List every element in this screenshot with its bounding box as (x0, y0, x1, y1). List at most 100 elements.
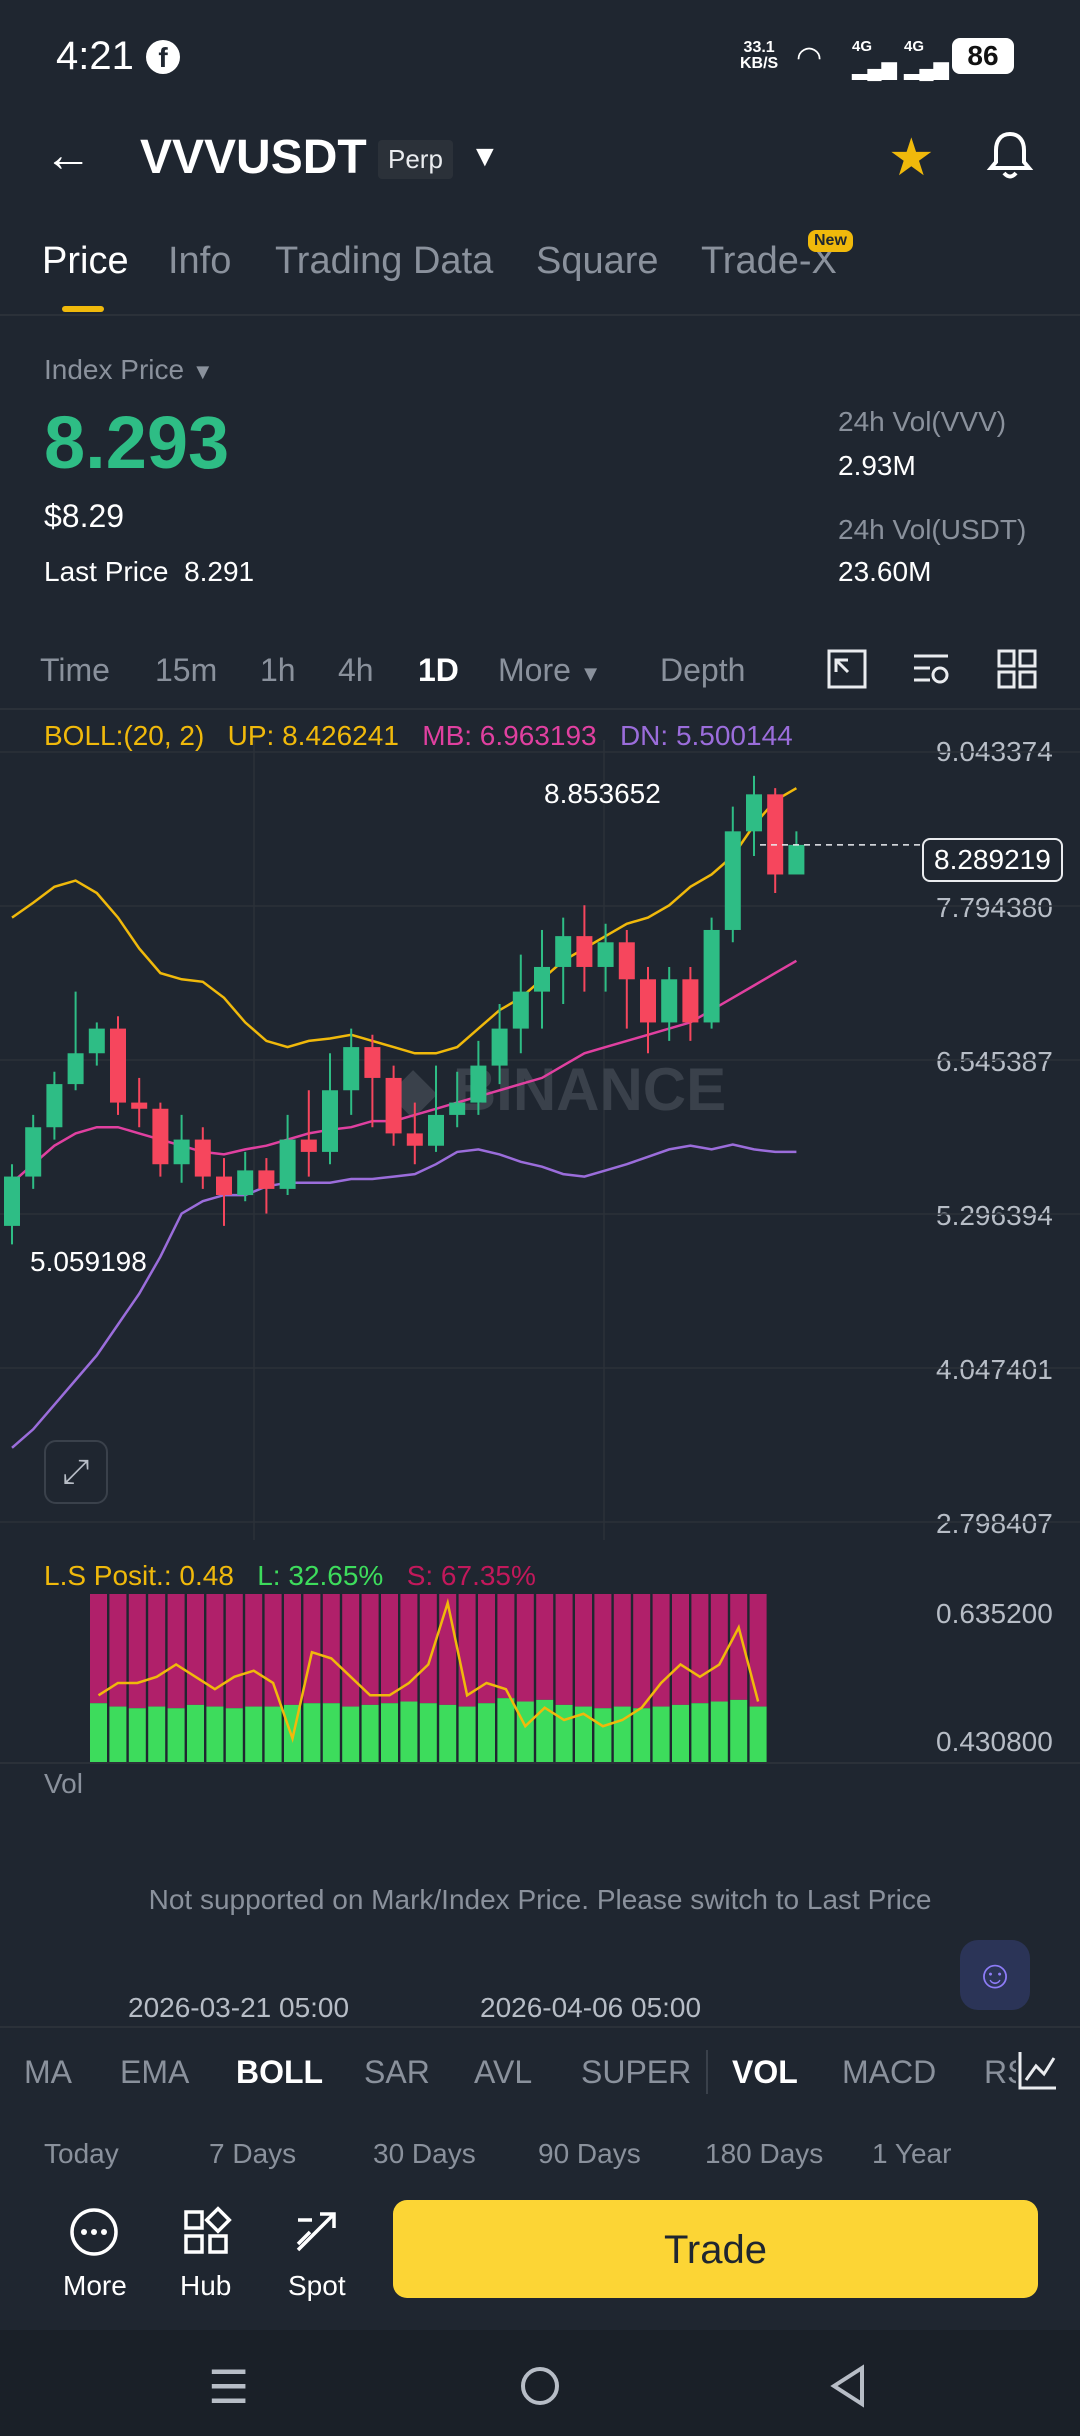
interval-1d[interactable]: 1D (418, 652, 459, 688)
expand-icon[interactable]: ⤢ (44, 1440, 108, 1504)
indicator-boll[interactable]: BOLL (236, 2054, 324, 2090)
long-bar (439, 1704, 457, 1762)
candle (46, 1071, 63, 1140)
long-bar (109, 1706, 127, 1762)
candle (385, 1065, 402, 1146)
chart-settings-icon[interactable] (910, 648, 952, 690)
long-bar (225, 1708, 243, 1762)
more-icon[interactable] (68, 2206, 120, 2258)
long-bar (594, 1708, 612, 1762)
ls-ratio-line (97, 1597, 760, 1744)
index-price-value: 8.293 (44, 401, 230, 484)
long-bar (516, 1701, 534, 1762)
range-90-days[interactable]: 90 Days (538, 2138, 641, 2169)
ls-axis-top: 0.635200 (936, 1598, 1053, 1629)
candle (682, 966, 699, 1041)
back-arrow-icon[interactable]: ← (44, 129, 92, 182)
short-bar (128, 1594, 146, 1709)
interval-more[interactable]: More ▼ (498, 652, 602, 688)
interval-time[interactable]: Time (40, 652, 110, 688)
interval-1h[interactable]: 1h (260, 652, 296, 688)
indicator-avl[interactable]: AVL (474, 2054, 533, 2090)
bottom-action-bar: More Hub Spot (0, 2190, 1080, 2330)
more-label[interactable]: More (63, 2270, 127, 2301)
vol-quote-value: 23.60M (838, 556, 932, 587)
indicator-ma[interactable]: MA (24, 2054, 72, 2090)
last-price-value: 8.291 (184, 556, 255, 587)
short-bar (245, 1594, 263, 1707)
long-bar (264, 1706, 282, 1762)
spot-label[interactable]: Spot (288, 2270, 346, 2301)
candle (4, 1164, 20, 1245)
indicator-super[interactable]: SUPER (581, 2054, 692, 2090)
index-price-label[interactable]: Index Price ▼ (44, 354, 214, 385)
current-price-tag: 8.289219 (922, 838, 1063, 882)
indicator-macd[interactable]: MACD (842, 2054, 937, 2090)
indicator-vol[interactable]: VOL (732, 2054, 798, 2090)
high-price-label: 8.853652 (544, 778, 661, 809)
fullscreen-icon[interactable] (826, 648, 868, 690)
home-icon[interactable] (518, 2364, 562, 2408)
ai-assistant-icon[interactable]: ☺ (960, 1940, 1030, 2010)
hub-label[interactable]: Hub (180, 2270, 232, 2301)
range-180-days[interactable]: 180 Days (705, 2138, 824, 2169)
hub-icon[interactable] (180, 2206, 232, 2258)
candle (534, 929, 550, 1029)
candle (724, 806, 741, 943)
grid-layout-icon[interactable] (996, 648, 1038, 690)
last-price-row: Last Price 8.291 (44, 556, 255, 587)
signal-4g-1-icon: 4G (852, 38, 873, 55)
interval-15m[interactable]: 15m (155, 652, 218, 688)
indicator-sar[interactable]: SAR (364, 2054, 430, 2090)
short-bar (516, 1594, 534, 1702)
indicator-bar: MA EMA BOLL SAR AVL SUPER VOL MACD RS (0, 2028, 1080, 2118)
short-bar (264, 1594, 282, 1707)
star-icon[interactable]: ★ (888, 129, 935, 187)
binance-watermark: ◆ BINANCE (388, 1056, 726, 1123)
range-today[interactable]: Today (44, 2138, 119, 2169)
spot-icon[interactable] (290, 2206, 342, 2258)
recent-apps-icon[interactable]: ☰ (208, 2361, 250, 2413)
candle (512, 954, 529, 1054)
boll-dn-value: DN: 5.500144 (619, 720, 793, 751)
indicator-divider (706, 2050, 708, 2094)
candle (364, 1034, 381, 1128)
back-nav-icon[interactable] (828, 2364, 868, 2408)
short-bar (400, 1594, 418, 1702)
short-bar (284, 1594, 301, 1705)
candle (597, 923, 614, 992)
long-bar (458, 1706, 476, 1762)
candle (470, 1040, 487, 1115)
long-bar (361, 1704, 379, 1762)
interval-depth[interactable]: Depth (660, 652, 746, 688)
divider (0, 1762, 1080, 1764)
long-bar (652, 1706, 670, 1762)
candle (152, 1102, 169, 1177)
short-bar (536, 1594, 554, 1700)
ls-axis-bottom: 0.430800 (936, 1726, 1053, 1757)
chevron-down-icon[interactable]: ▼ (470, 140, 500, 173)
network-speed: 33.1 KB/S (740, 39, 779, 72)
candle (237, 1151, 254, 1202)
tab-info[interactable]: Info (168, 240, 232, 282)
long-bar (148, 1706, 166, 1762)
short-bar (303, 1594, 321, 1704)
indicator-ema[interactable]: EMA (120, 2054, 190, 2090)
short-bar (342, 1594, 360, 1707)
range-1-year[interactable]: 1 Year (872, 2138, 952, 2169)
trade-button[interactable]: Trade (393, 2200, 1038, 2298)
price-axis-label: 7.794380 (936, 892, 1053, 923)
tab-square[interactable]: Square (536, 240, 659, 282)
range-30-days[interactable]: 30 Days (373, 2138, 476, 2169)
candle (703, 917, 720, 1029)
indicator-settings-icon[interactable] (1016, 2048, 1060, 2092)
range-7-days[interactable]: 7 Days (209, 2138, 297, 2169)
page-title[interactable]: VVVUSDT (140, 131, 367, 184)
tab-trading-data[interactable]: Trading Data (275, 240, 494, 282)
candlestick-chart[interactable]: ◆ BINANCE (0, 740, 1080, 1540)
long-bar (245, 1706, 263, 1762)
short-bar (555, 1594, 573, 1705)
bell-icon[interactable] (986, 130, 1034, 182)
interval-4h[interactable]: 4h (338, 652, 374, 688)
tab-price[interactable]: Price (42, 240, 129, 282)
